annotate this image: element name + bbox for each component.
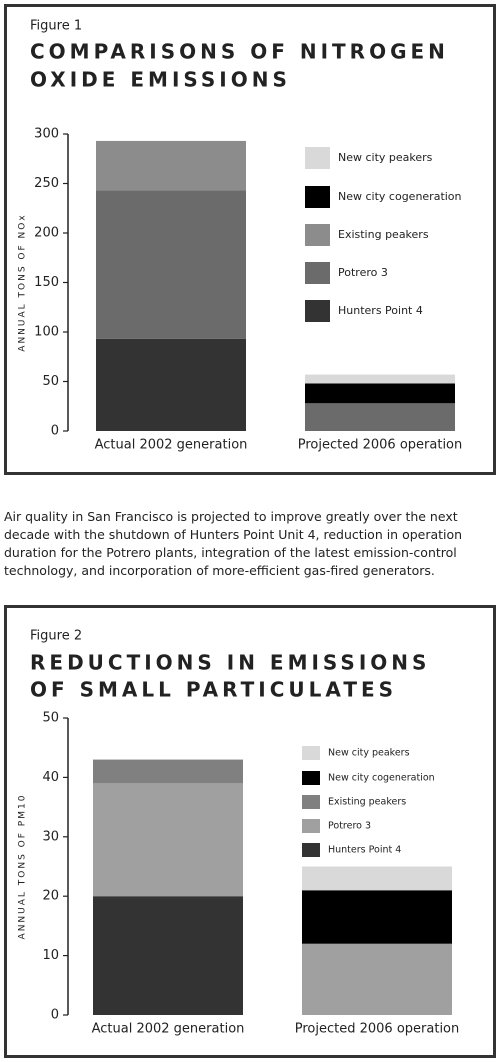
- chart-title: OXIDE EMISSIONS: [30, 68, 291, 92]
- legend-swatch: [305, 224, 330, 246]
- legend-label: New city peakers: [328, 748, 410, 759]
- figure-label: Figure 2: [30, 629, 82, 644]
- caption: Air quality in San Francisco is projecte…: [4, 509, 463, 578]
- y-tick-label: 150: [34, 275, 59, 290]
- y-tick-label: 20: [42, 889, 59, 904]
- legend-label: Hunters Point 4: [328, 845, 401, 856]
- legend-label: New city cogeneration: [328, 773, 435, 784]
- legend-label: Potrero 3: [338, 266, 388, 279]
- figure-label: Figure 1: [30, 19, 82, 34]
- x-tick-label: Actual 2002 generation: [95, 438, 248, 453]
- y-tick-label: 50: [42, 711, 59, 726]
- legend-label: Potrero 3: [328, 821, 371, 832]
- y-tick-label: 30: [42, 829, 59, 844]
- x-tick-label: Projected 2006 operation: [295, 1022, 460, 1037]
- bar-segment: [305, 374, 455, 384]
- legend-swatch: [305, 147, 330, 169]
- legend-swatch: [302, 771, 320, 785]
- legend-label: Existing peakers: [328, 797, 406, 808]
- legend-label: New city cogeneration: [338, 190, 462, 203]
- bar-segment: [305, 383, 455, 404]
- y-tick-label: 0: [51, 424, 59, 439]
- y-axis-label: ANNUAL TONS OF PM10: [18, 794, 28, 940]
- chart-title: REDUCTIONS IN EMISSIONS: [30, 651, 430, 675]
- legend-label: New city peakers: [338, 151, 433, 164]
- bar-segment: [96, 338, 246, 431]
- figure-frame: [4, 605, 496, 1058]
- y-tick-label: 100: [34, 325, 59, 340]
- chart-title: OF SMALL PARTICULATES: [30, 678, 397, 702]
- bar-segment: [93, 783, 243, 897]
- bar-segment: [93, 896, 243, 1015]
- y-tick-label: 200: [34, 226, 59, 241]
- figure-frame: [4, 4, 496, 475]
- legend-label: Existing peakers: [338, 228, 429, 241]
- y-axis-label: ANNUAL TONS OF NOx: [18, 213, 28, 351]
- y-tick-label: 50: [42, 374, 59, 389]
- legend-swatch: [305, 186, 330, 208]
- legend-swatch: [302, 843, 320, 857]
- bar-segment: [302, 890, 452, 944]
- x-tick-label: Actual 2002 generation: [92, 1022, 245, 1037]
- legend-swatch: [305, 300, 330, 322]
- legend-swatch: [302, 795, 320, 809]
- chart-title: COMPARISONS OF NITROGEN: [30, 40, 449, 64]
- y-tick-label: 300: [34, 127, 59, 142]
- legend-swatch: [302, 819, 320, 833]
- bar-segment: [93, 759, 243, 784]
- y-tick-label: 250: [34, 176, 59, 191]
- y-tick-label: 40: [42, 770, 59, 785]
- legend-swatch: [302, 746, 320, 760]
- bar-segment: [302, 943, 452, 1015]
- x-tick-label: Projected 2006 operation: [298, 438, 463, 453]
- bar-segment: [305, 403, 455, 431]
- bar-segment: [302, 866, 452, 891]
- legend-swatch: [305, 262, 330, 284]
- bar-segment: [96, 190, 246, 339]
- y-tick-label: 0: [51, 1008, 59, 1023]
- bar-segment: [96, 140, 246, 191]
- legend-label: Hunters Point 4: [338, 304, 423, 317]
- y-tick-label: 10: [42, 948, 59, 963]
